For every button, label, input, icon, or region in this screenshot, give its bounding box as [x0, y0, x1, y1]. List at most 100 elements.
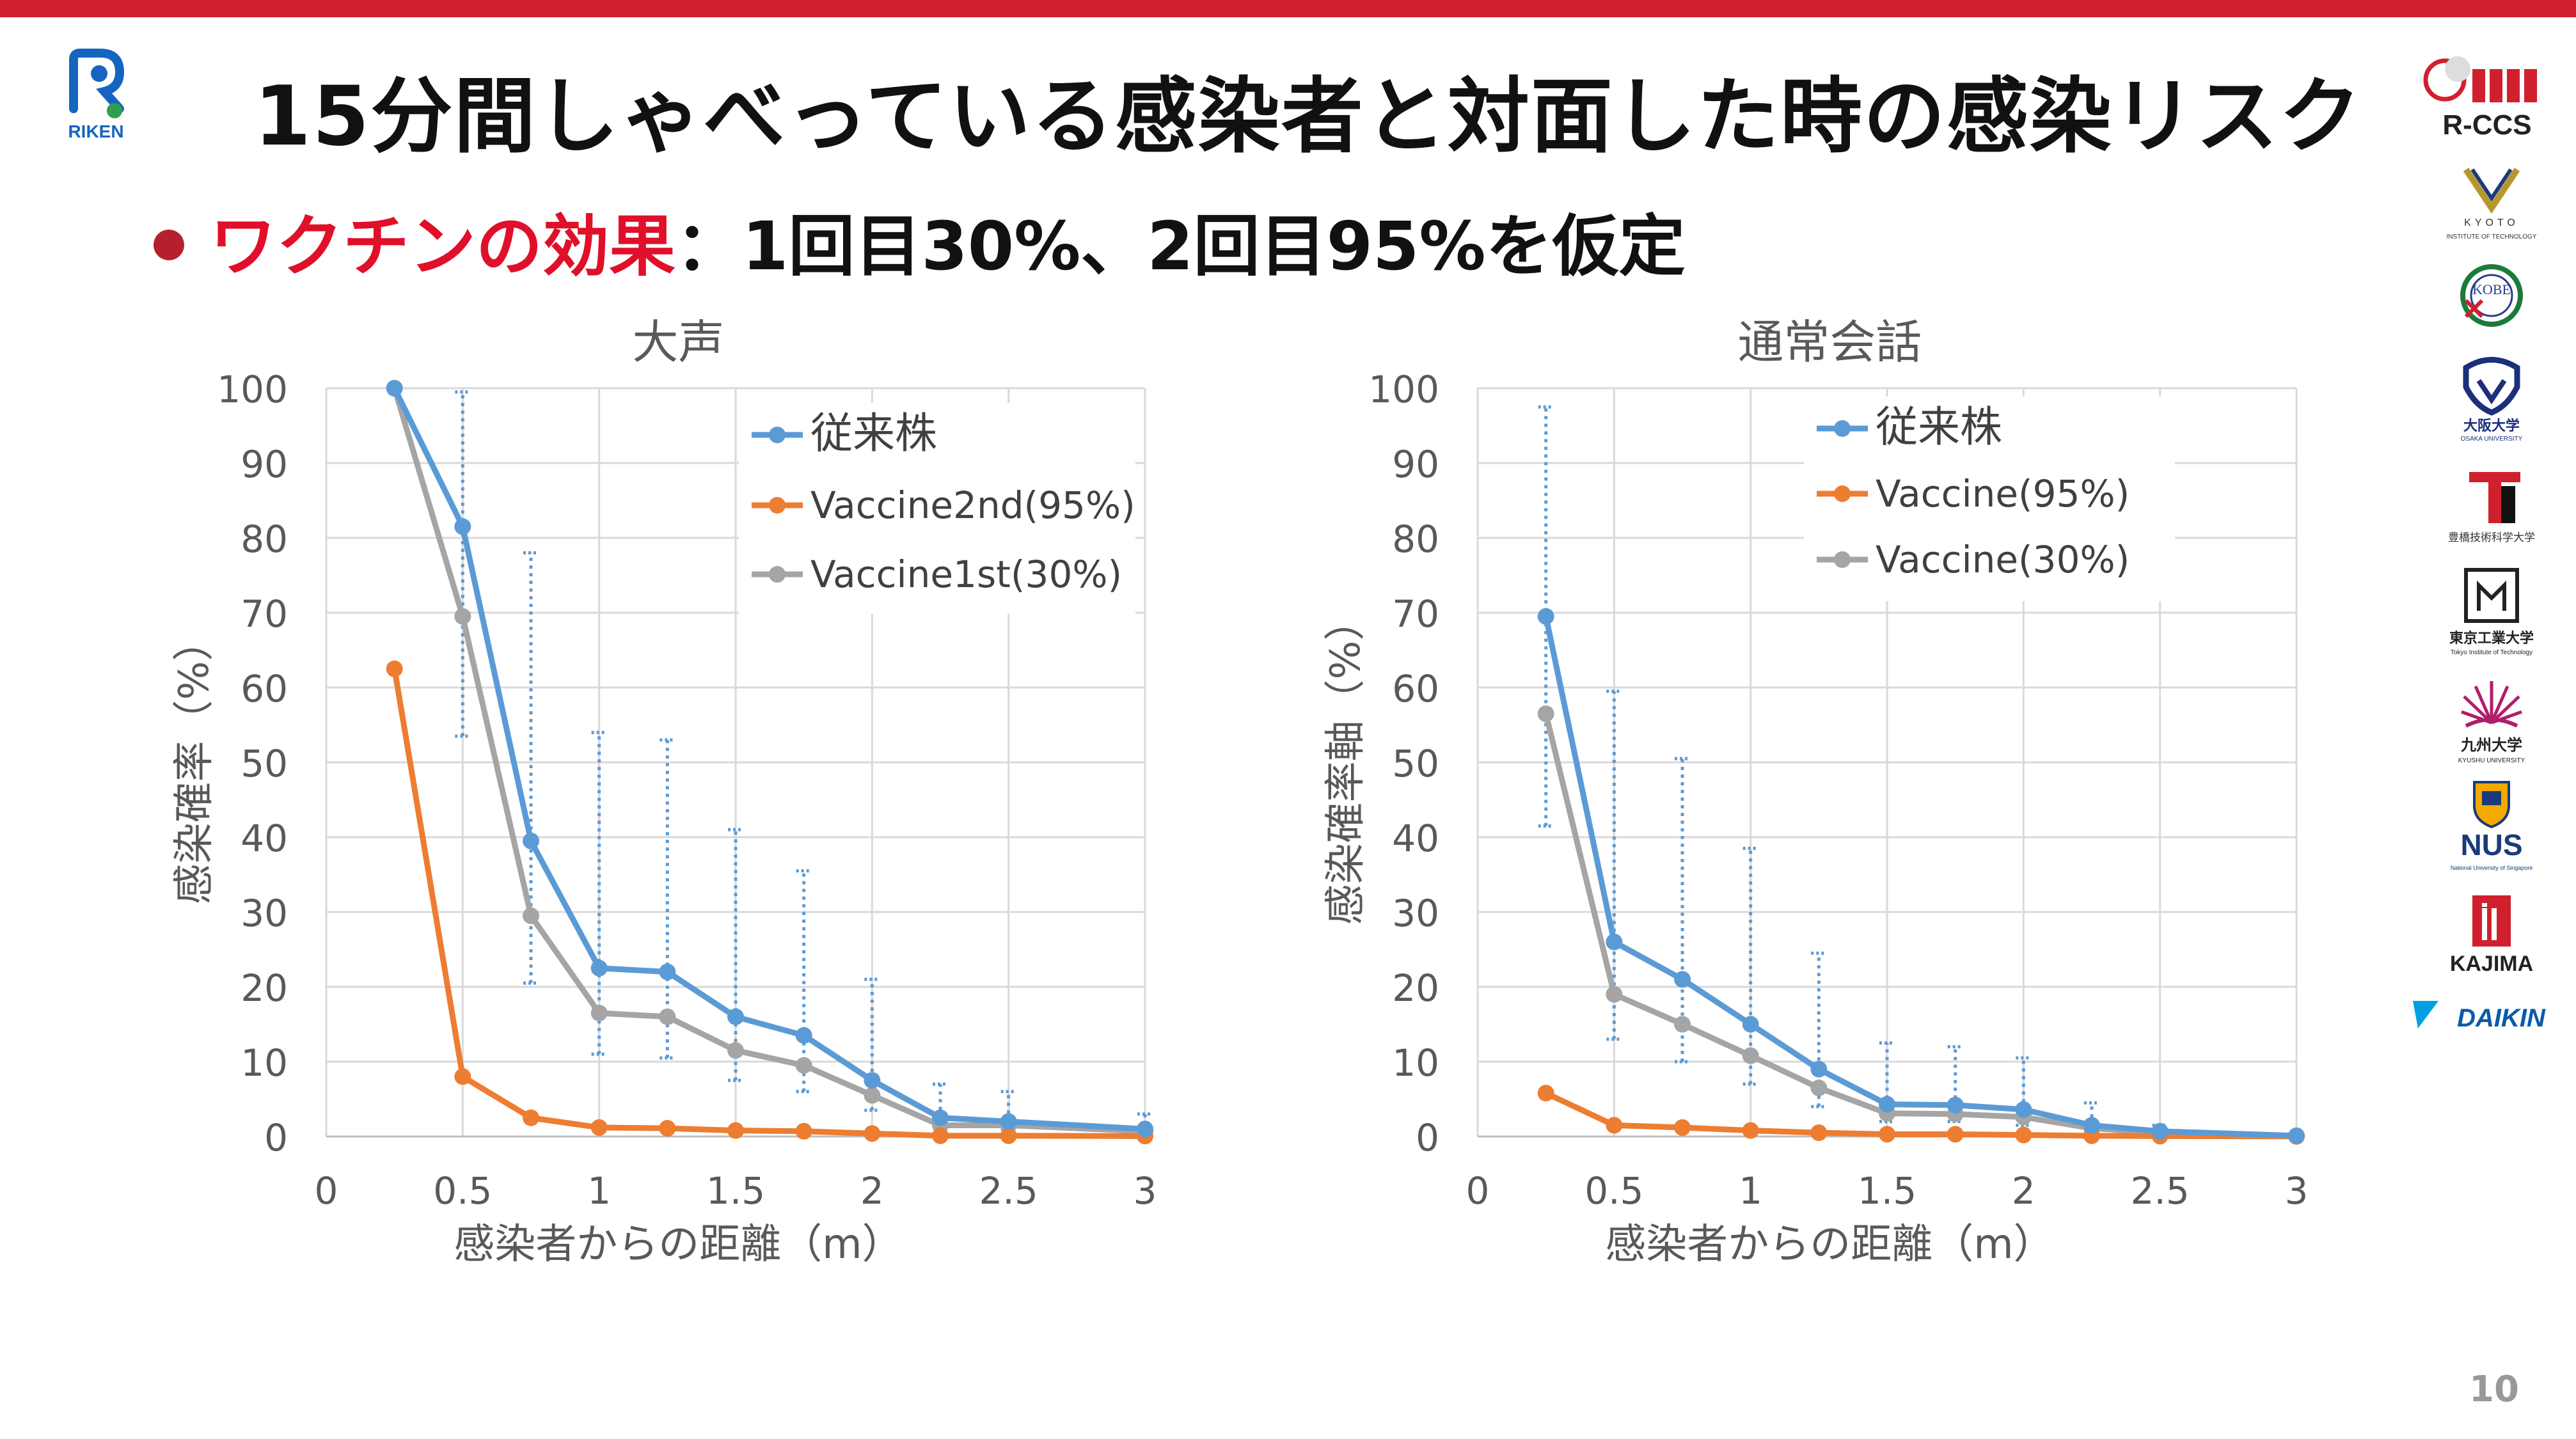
series-point: [1137, 1121, 1153, 1138]
series-point: [727, 1008, 744, 1025]
y-tick-label: 20: [1392, 966, 1439, 1010]
series-point: [864, 1072, 881, 1089]
series-point: [1537, 1085, 1554, 1102]
y-tick-label: 30: [241, 892, 288, 935]
legend-label: 従来株: [810, 409, 937, 458]
series-point: [1810, 1079, 1828, 1096]
y-tick-label: 90: [1392, 443, 1439, 486]
x-axis-label: 感染者からの距離（m）: [1605, 1221, 2054, 1268]
series-point: [1537, 608, 1554, 625]
x-tick-label: 1.5: [706, 1169, 765, 1213]
kyushu-logo-text: 九州大学: [2460, 735, 2522, 754]
chart-title: 通常会話: [1737, 315, 1922, 369]
series-point: [523, 907, 539, 924]
series-point: [2015, 1126, 2032, 1144]
y-tick-label: 40: [241, 817, 288, 860]
osaka-logo-text: 大阪大学: [2463, 418, 2520, 434]
legend-label: 従来株: [1876, 402, 2002, 452]
legend-label: Vaccine(30%): [1876, 538, 2130, 581]
kyoto-logo-text: KYOTO: [2464, 217, 2519, 228]
x-tick-label: 0.5: [433, 1169, 492, 1213]
series-point: [1000, 1113, 1017, 1130]
series-line: [1543, 712, 2297, 1139]
kajima-logo-text: KAJIMA: [2450, 952, 2533, 976]
page-title: 15分間しゃべっている感染者と対面した時の感染リスク: [254, 69, 2362, 164]
kyushu-univ-logo: 九州大学 KYUSHU UNIVERSITY: [2412, 675, 2572, 767]
y-tick-label: 80: [1392, 517, 1439, 561]
x-tick-label: 1: [587, 1169, 611, 1213]
series-point: [659, 963, 676, 980]
bullet-text: ：1回目30%、2回目95%を仮定: [676, 207, 1686, 285]
kobe-logo-text: KOBE: [2472, 281, 2511, 297]
x-tick-label: 0: [315, 1169, 338, 1213]
series-point: [795, 1122, 812, 1140]
series-point: [659, 1120, 676, 1137]
bullet-highlight: ワクチンの効果: [210, 207, 676, 285]
x-tick-label: 0: [1466, 1169, 1490, 1213]
series-point: [1742, 1016, 1759, 1033]
y-tick-label: 70: [1392, 592, 1439, 636]
series-point: [386, 380, 403, 397]
series-point: [454, 1068, 471, 1085]
chart-loud-voice: 0 10 20 30 40 50 60 70 80 90 100 0 0.5 1 1.5 2 2.5 3 大声 感染者…: [128, 307, 1215, 1294]
series-point: [2288, 1127, 2305, 1144]
toyohashi-logo-text: 豊橋技術科学大学: [2448, 531, 2535, 544]
bullet-dot: [154, 229, 184, 260]
y-tick-label: 50: [241, 742, 288, 785]
kyushu-logo-subtext: KYUSHU UNIVERSITY: [2458, 757, 2525, 764]
series-point: [1606, 1117, 1623, 1134]
riken-logo-text: RIKEN: [68, 122, 123, 141]
kajima-logo: KAJIMA: [2412, 889, 2572, 979]
y-tick-label: 0: [1416, 1116, 1439, 1160]
tokyo-tech-logo-text: 東京工業大学: [2449, 630, 2534, 647]
series-point: [523, 1109, 539, 1126]
x-tick-label: 3: [1134, 1169, 1157, 1213]
bullet-line: ワクチンの効果：1回目30%、2回目95%を仮定: [154, 192, 1686, 288]
x-tick-label: 0.5: [1584, 1169, 1643, 1213]
legend-label: Vaccine2nd(95%): [810, 484, 1135, 527]
series-point: [1879, 1096, 1895, 1113]
nus-logo: NUS National University of Singapore: [2412, 777, 2572, 879]
chart-normal-conversation: 0 10 20 30 40 50 60 70 80 90 100 0 0.5 1 1.5 2 2.5 3 通常会話感…: [1279, 307, 2367, 1294]
y-tick-label: 20: [241, 966, 288, 1010]
series-point: [1674, 1119, 1691, 1136]
kobe-logo: KOBE: [2412, 262, 2572, 333]
y-tick-label: 50: [1392, 742, 1439, 785]
series-point: [795, 1027, 812, 1044]
series-point: [2083, 1117, 2100, 1134]
series-point: [659, 1008, 676, 1025]
kyoto-tech-logo: KYOTO INSTITUTE OF TECHNOLOGY: [2412, 163, 2572, 246]
x-tick-label: 3: [2285, 1169, 2309, 1213]
series-point: [590, 959, 608, 977]
top-accent-bar: [0, 0, 2576, 17]
series-point: [795, 1057, 812, 1074]
daikin-logo-text: DAIKIN: [2457, 1004, 2546, 1032]
nus-logo-subtext: National University of Singapore: [2451, 865, 2533, 871]
series-point: [1947, 1126, 1964, 1143]
tokyo-tech-logo: 東京工業大学 Tokyo Institute of Technology: [2412, 566, 2572, 662]
series-point: [932, 1127, 949, 1144]
kyoto-logo-subtext: INSTITUTE OF TECHNOLOGY: [2447, 233, 2537, 240]
y-tick-label: 10: [241, 1041, 288, 1085]
x-tick-label: 2: [2012, 1169, 2035, 1213]
legend-swatch-point: [1834, 485, 1851, 502]
page-number: 10: [2469, 1369, 2519, 1410]
series-line: [1543, 615, 2297, 1139]
series-point: [727, 1122, 744, 1139]
series-point: [1606, 986, 1623, 1003]
y-tick-label: 30: [1392, 892, 1439, 935]
series-point: [1674, 971, 1691, 988]
y-tick-label: 60: [1392, 667, 1439, 711]
x-tick-label: 2.5: [2131, 1169, 2190, 1213]
legend-swatch-point: [769, 497, 786, 514]
series-point: [1537, 705, 1554, 722]
series-point: [590, 1119, 608, 1136]
rccs-logo-text: R-CCS: [2442, 109, 2531, 141]
series-point: [1879, 1126, 1895, 1143]
series-point: [590, 1004, 608, 1021]
daikin-logo: DAIKIN: [2412, 991, 2572, 1049]
series-point: [386, 660, 403, 677]
series-point: [2151, 1122, 2169, 1140]
x-tick-label: 2: [860, 1169, 884, 1213]
toyohashi-tech-logo: 豊橋技術科学大学: [2412, 467, 2572, 550]
